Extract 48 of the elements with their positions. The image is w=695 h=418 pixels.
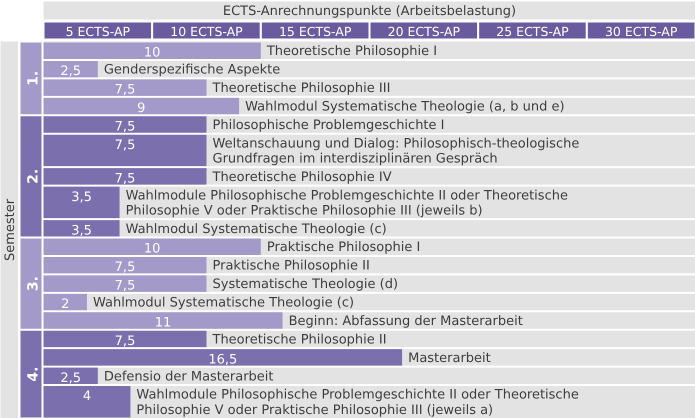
- data-label: 7,5: [114, 278, 136, 294]
- y-tick-label: Wahlmodul Systematische Theologie (c): [126, 222, 387, 237]
- y-tick-label: Praktische Philosophie II: [212, 258, 370, 274]
- data-label: 4: [82, 389, 92, 404]
- y-tick-label: Philosophische Problemgeschichte I: [212, 118, 444, 133]
- y-tick-label: Weltanschauung und Dialog: Philosophisch-theologische Grundfragen im interdisziplinären Gespräch: [212, 136, 580, 166]
- y-axis-title: Semester: [3, 198, 18, 262]
- y-tick-label: Theoretische Philosophie IV: [212, 170, 392, 185]
- data-label: 16,5: [208, 352, 238, 368]
- text: 3.: [26, 276, 42, 292]
- y-tick-label: Wahlmodul Systematische Theologie (a, b und e): [245, 100, 565, 115]
- y-tick-label: Praktische Philosophie I: [266, 240, 420, 256]
- y-tick-label: Genderspezifische Aspekte: [104, 62, 280, 78]
- text: 10 ECTS-AP: [170, 24, 244, 39]
- data-label: 10: [144, 46, 160, 61]
- data-label: 7,5: [114, 260, 136, 276]
- data-label: 9: [137, 101, 146, 116]
- data-label: 7,5: [114, 171, 136, 186]
- y-tick-label: Systematische Theologie (d): [212, 277, 398, 292]
- data-label: 2: [61, 297, 70, 312]
- data-label: 3,5: [71, 190, 92, 205]
- data-label: 7,5: [114, 119, 136, 134]
- y-tick-label: Beginn: Abfassung der Masterarbeit: [288, 314, 523, 329]
- y-tick-label: Theoretische Philosophie II: [212, 332, 387, 348]
- text: 2.: [26, 168, 42, 184]
- data-label: 2,5: [60, 370, 82, 386]
- text: 4.: [26, 366, 42, 382]
- y-tick-label: Wahlmodul Systematische Theologie (c): [92, 296, 354, 311]
- text: 20 ECTS-AP: [388, 24, 460, 39]
- text: 30 ECTS-AP: [604, 24, 678, 39]
- data-label: 7,5: [114, 334, 136, 349]
- data-label: 7,5: [114, 138, 136, 153]
- y-tick-label: Defensio der Masterarbeit: [104, 369, 274, 384]
- data-label: 10: [144, 242, 160, 257]
- x-axis-title: ECTS-Anrechnungspunkte (Arbeitsbelastung): [222, 4, 516, 19]
- data-label: 3,5: [71, 223, 92, 238]
- y-tick-label: Theoretische Philosophie I: [266, 44, 438, 60]
- y-tick-label: Wahlmodule Philosophische Problemgeschichte II oder Theoretische Philosophie V oder Praktische Philosophie III (jeweils b): [126, 188, 568, 218]
- text: 15 ECTS-AP: [278, 24, 352, 39]
- data-label: 7,5: [114, 82, 136, 98]
- y-tick-label: Wahlmodule Philosophische Problemgeschichte II oder Theoretische Philosophie V oder Praktische Philosophie III (jeweils a): [136, 388, 579, 418]
- y-tick-label: Theoretische Philosophie III: [212, 81, 390, 96]
- data-label: 11: [154, 315, 172, 330]
- text: 1.: [26, 70, 42, 86]
- text: 25 ECTS-AP: [496, 24, 570, 39]
- text: 5 ECTS-AP: [66, 24, 131, 39]
- data-label: 2,5: [60, 64, 82, 80]
- y-tick-label: Masterarbeit: [408, 350, 491, 366]
